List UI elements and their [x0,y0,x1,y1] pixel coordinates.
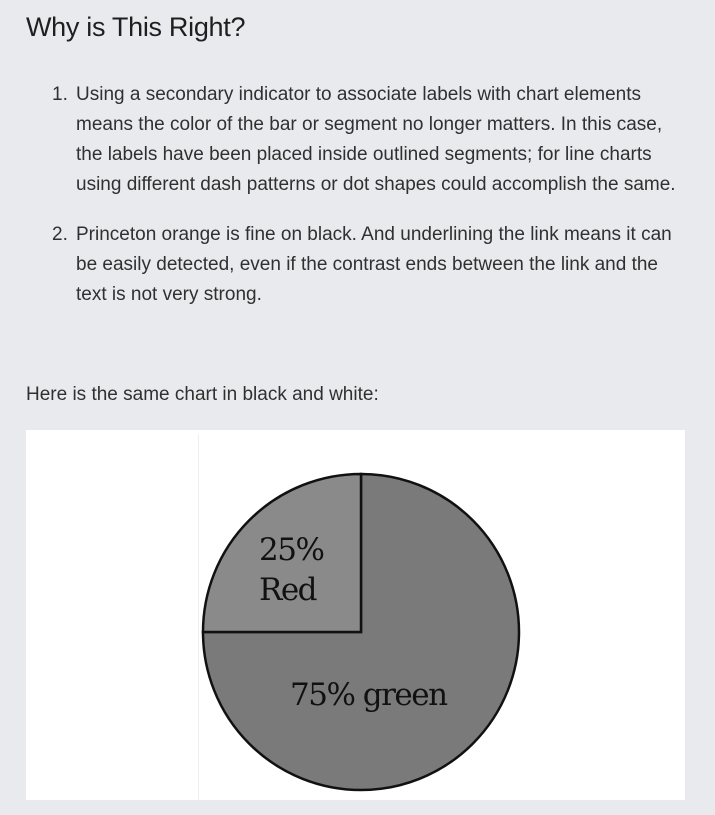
reasons-list: 1. Using a secondary indicator to associ… [52,80,691,330]
list-item-number: 1. [52,84,68,105]
pie-label-red-percent: 25% [259,532,323,568]
list-item-text: Using a secondary indicator to associate… [76,84,676,195]
list-item: 2. Princeton orange is fine on black. An… [52,220,691,310]
pie-chart-figure: 25% Red 75% green [26,430,685,800]
figure-divider [198,434,199,800]
pie-label-green: 75% green [290,677,448,713]
pie-slice-red [201,472,363,634]
list-item-number: 2. [52,224,68,245]
section-heading: Why is This Right? [26,12,246,42]
list-item: 1. Using a secondary indicator to associ… [52,80,691,200]
pie-chart: 25% Red 75% green [201,472,521,792]
chart-intro-text: Here is the same chart in black and whit… [26,384,379,405]
list-item-text: Princeton orange is fine on black. And u… [76,224,672,305]
pie-label-red-name: Red [259,572,317,608]
